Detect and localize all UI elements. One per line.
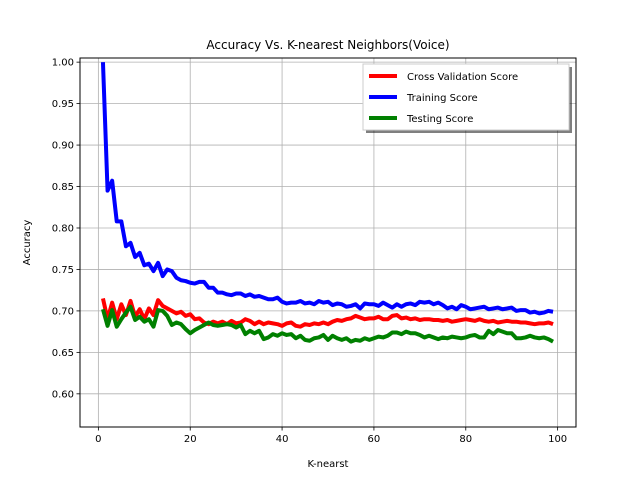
y-tick-label: 0.60 — [52, 389, 74, 400]
legend-box — [362, 63, 570, 131]
y-tick-label: 0.80 — [52, 223, 74, 234]
legend-label: Testing Score — [406, 114, 473, 125]
x-axis-label: K-nearst — [308, 459, 349, 470]
x-tick-label: 20 — [184, 434, 197, 445]
x-tick-label: 80 — [459, 434, 472, 445]
y-tick-label: 0.70 — [52, 306, 74, 317]
plot-frame — [79, 57, 577, 428]
x-tick-label: 40 — [276, 434, 289, 445]
legend: Cross Validation Score Training Score Test… — [362, 63, 572, 133]
series-line-2 — [101, 304, 554, 344]
x-tick-label: 60 — [368, 434, 381, 445]
y-tick-label: 0.75 — [52, 265, 74, 276]
x-tick-label: 0 — [95, 434, 101, 445]
chart-title: Accuracy Vs. K-nearest Neighbors(Voice) — [206, 38, 449, 52]
series-line-1 — [100, 62, 554, 316]
legend-label: Training Score — [406, 93, 478, 104]
y-tick-label: 0.65 — [52, 348, 74, 359]
legend-label: Cross Validation Score — [407, 72, 518, 83]
y-axis-label: Accuracy — [22, 220, 33, 266]
series-line-0 — [101, 298, 554, 329]
y-tick-label: 0.90 — [52, 141, 74, 152]
y-tick-label: 0.95 — [52, 99, 74, 110]
axis-ticks: 0 20 40 60 80 100 0.60 0.65 0.70 0.75 0.80 0.85 0.90… — [52, 58, 567, 445]
y-tick-label: 0.85 — [52, 182, 74, 193]
x-tick-label: 100 — [548, 434, 567, 445]
y-tick-label: 1.00 — [52, 58, 74, 69]
series-lines — [100, 62, 554, 344]
